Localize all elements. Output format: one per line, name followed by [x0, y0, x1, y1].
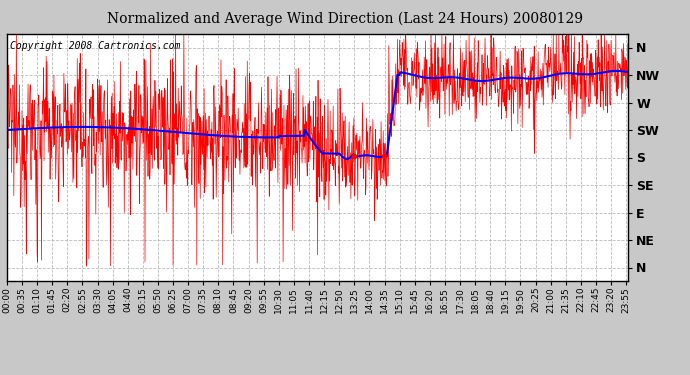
Text: Copyright 2008 Cartronics.com: Copyright 2008 Cartronics.com — [10, 41, 180, 51]
Text: Normalized and Average Wind Direction (Last 24 Hours) 20080129: Normalized and Average Wind Direction (L… — [107, 11, 583, 26]
